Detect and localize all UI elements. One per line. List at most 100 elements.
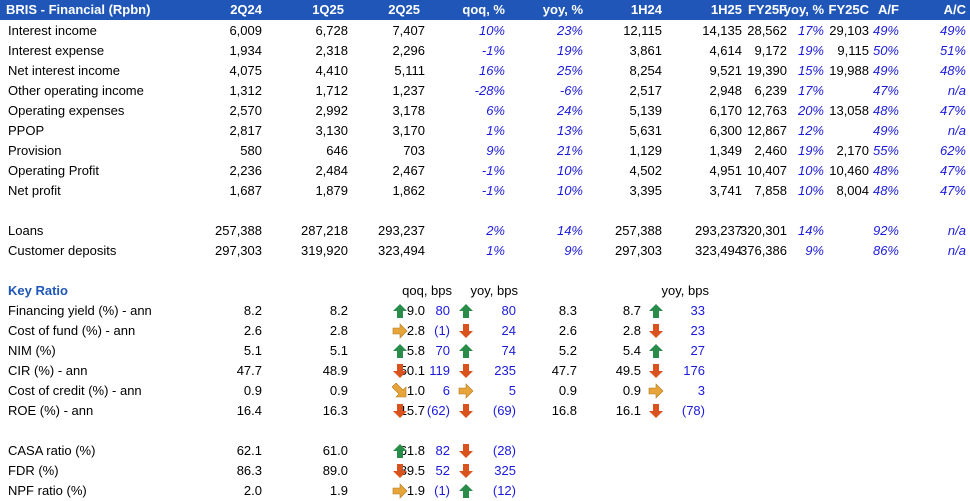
ratio-2q25: 15.7 <box>399 403 425 418</box>
row-value: 2,296 <box>392 43 425 58</box>
ratio-yoy-bps: 24 <box>501 323 516 338</box>
row-value: 15% <box>797 63 824 78</box>
row-value: 29,103 <box>829 23 869 38</box>
table-row: Interest income 6,009 6,728 7,407 10% 23% 12,1… <box>0 21 970 41</box>
ratio-row: Cost of fund (%) - ann 2.6 2.8 2.8 (1) 24 2.6 2… <box>0 321 970 341</box>
key-ratio-title: Key Ratio <box>8 283 68 298</box>
ratio-label: ROE (%) - ann <box>8 403 94 418</box>
row-value: 9,521 <box>709 63 742 78</box>
ratio-1h25: 8.7 <box>622 303 641 318</box>
row-value: 2,460 <box>754 143 787 158</box>
row-value: 8,254 <box>629 63 662 78</box>
table-row: PPOP 2,817 3,130 3,170 1% 13% 5,631 6,300 12% 12,… <box>0 121 970 141</box>
row-value: 4,614 <box>709 43 742 58</box>
arrow-down-icon <box>458 463 474 479</box>
ratio-qoq-bps: 119 <box>429 363 450 378</box>
row-value: 323,494 <box>695 243 742 258</box>
ratio-2q25: 89.5 <box>399 463 425 478</box>
ratio-2q24: 0.9 <box>243 383 262 398</box>
row-value: 19% <box>797 143 824 158</box>
ratio-row: NPF ratio (%) 2.0 1.9 1.9 (1) (12) <box>0 481 970 501</box>
arrow-down-icon <box>458 403 474 419</box>
row-value: 703 <box>403 143 425 158</box>
arrow-up-icon <box>458 343 474 359</box>
ratio-yoy-bps: (12) <box>492 483 516 498</box>
ratio-2q24: 86.3 <box>236 463 262 478</box>
row-value: 13% <box>556 123 583 138</box>
ratio-1h25: 2.8 <box>622 323 641 338</box>
ratio-1h25: 5.4 <box>622 343 641 358</box>
row-value: 2,318 <box>315 43 348 58</box>
row-value: -1% <box>481 43 505 58</box>
row-label: Loans <box>8 223 44 238</box>
arrow-right-icon <box>458 383 474 399</box>
row-value: 2,948 <box>709 83 742 98</box>
row-value: 5,631 <box>629 123 662 138</box>
row-value: 48% <box>872 183 899 198</box>
row-value: -28% <box>474 83 505 98</box>
row-value: 1% <box>486 123 505 138</box>
row-value: 3,178 <box>392 103 425 118</box>
header-col-1: 2Q24 <box>230 2 262 17</box>
ratio-row: FDR (%) 86.3 89.0 89.5 52 325 <box>0 461 970 481</box>
row-value: 2,236 <box>229 163 262 178</box>
ratio-1q25: 48.9 <box>322 363 348 378</box>
row-label: PPOP <box>8 123 45 138</box>
row-value: 48% <box>872 163 899 178</box>
qoq-bps-header: qoq, bps <box>402 283 452 298</box>
arrow-up-icon <box>648 343 664 359</box>
ratio-1h24: 16.8 <box>551 403 577 418</box>
row-label: Net profit <box>8 183 61 198</box>
ratio-qoq-bps: 70 <box>435 343 450 358</box>
row-label: Operating Profit <box>8 163 100 178</box>
row-label: Other operating income <box>8 83 144 98</box>
row-value: n/a <box>947 223 966 238</box>
row-value: 55% <box>872 143 899 158</box>
ratio-qoq-bps: 6 <box>442 383 450 398</box>
ratio-2q25: 1.9 <box>406 483 425 498</box>
row-value: 1,687 <box>229 183 262 198</box>
row-value: 319,920 <box>301 243 348 258</box>
ratio-label: FDR (%) <box>8 463 59 478</box>
row-value: 21% <box>556 143 583 158</box>
table-row: Operating expenses 2,570 2,992 3,178 6% 24% 5,… <box>0 101 970 121</box>
ratio-row: Financing yield (%) - ann 8.2 8.2 9.0 80 80 8.… <box>0 301 970 321</box>
ratio-1q25: 0.9 <box>329 383 348 398</box>
header-col-5: yoy, % <box>542 2 583 17</box>
row-value: 48% <box>939 63 966 78</box>
header-col-9: FY25F <box>747 2 787 17</box>
ratio-qoq-bps: 80 <box>435 303 450 318</box>
row-value: 2,484 <box>315 163 348 178</box>
row-value: 10% <box>478 23 505 38</box>
table-row: Operating Profit 2,236 2,484 2,467 -1% 10% 4,5… <box>0 161 970 181</box>
row-value: 12,763 <box>747 103 787 118</box>
row-value: 9,172 <box>754 43 787 58</box>
header-col-6: 1H24 <box>630 2 662 17</box>
row-value: -6% <box>559 83 583 98</box>
row-value: 6,300 <box>709 123 742 138</box>
row-value: 257,388 <box>615 223 662 238</box>
row-value: 3,170 <box>392 123 425 138</box>
row-value: 10% <box>556 183 583 198</box>
row-value: 24% <box>556 103 583 118</box>
row-label: Interest expense <box>8 43 105 58</box>
row-value: 3,741 <box>709 183 742 198</box>
row-value: 14% <box>556 223 583 238</box>
row-value: 3,395 <box>629 183 662 198</box>
table-row: Net interest income 4,075 4,410 5,111 16% 25%… <box>0 61 970 81</box>
row-value: 323,494 <box>378 243 425 258</box>
ratio-2q24: 16.4 <box>236 403 262 418</box>
row-value: 1,312 <box>229 83 262 98</box>
row-value: 6,728 <box>315 23 348 38</box>
row-value: 47% <box>939 103 966 118</box>
ratio-2q25: 61.8 <box>399 443 425 458</box>
row-value: 6,170 <box>709 103 742 118</box>
row-value: 9% <box>486 143 505 158</box>
table-row: Loans 257,388 287,218 293,237 2% 14% 257,388 29… <box>0 221 970 241</box>
ratio-label: Cost of credit (%) - ann <box>8 383 142 398</box>
ratio-1h24: 2.6 <box>558 323 577 338</box>
row-value: 3,130 <box>315 123 348 138</box>
arrow-down-icon <box>392 463 408 479</box>
row-value: n/a <box>947 243 966 258</box>
ratio-2q24: 8.2 <box>243 303 262 318</box>
